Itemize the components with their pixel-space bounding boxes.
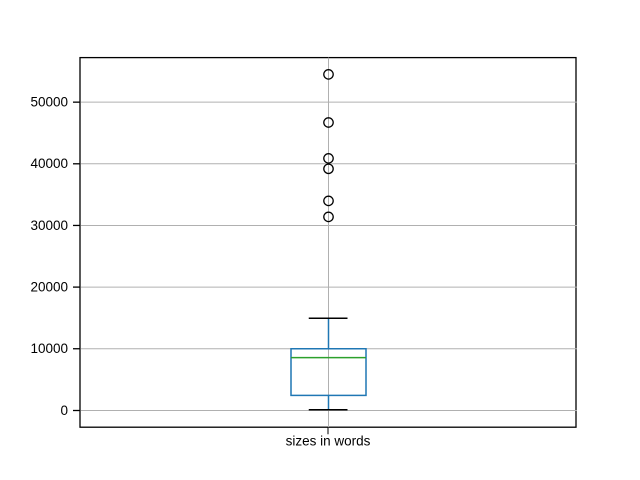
svg-text:20000: 20000 [30, 280, 68, 295]
svg-text:40000: 40000 [30, 156, 68, 171]
svg-text:30000: 30000 [30, 218, 68, 233]
svg-text:0: 0 [60, 403, 68, 418]
svg-text:sizes in words: sizes in words [286, 434, 371, 449]
svg-text:50000: 50000 [30, 95, 68, 110]
svg-text:10000: 10000 [30, 341, 68, 356]
